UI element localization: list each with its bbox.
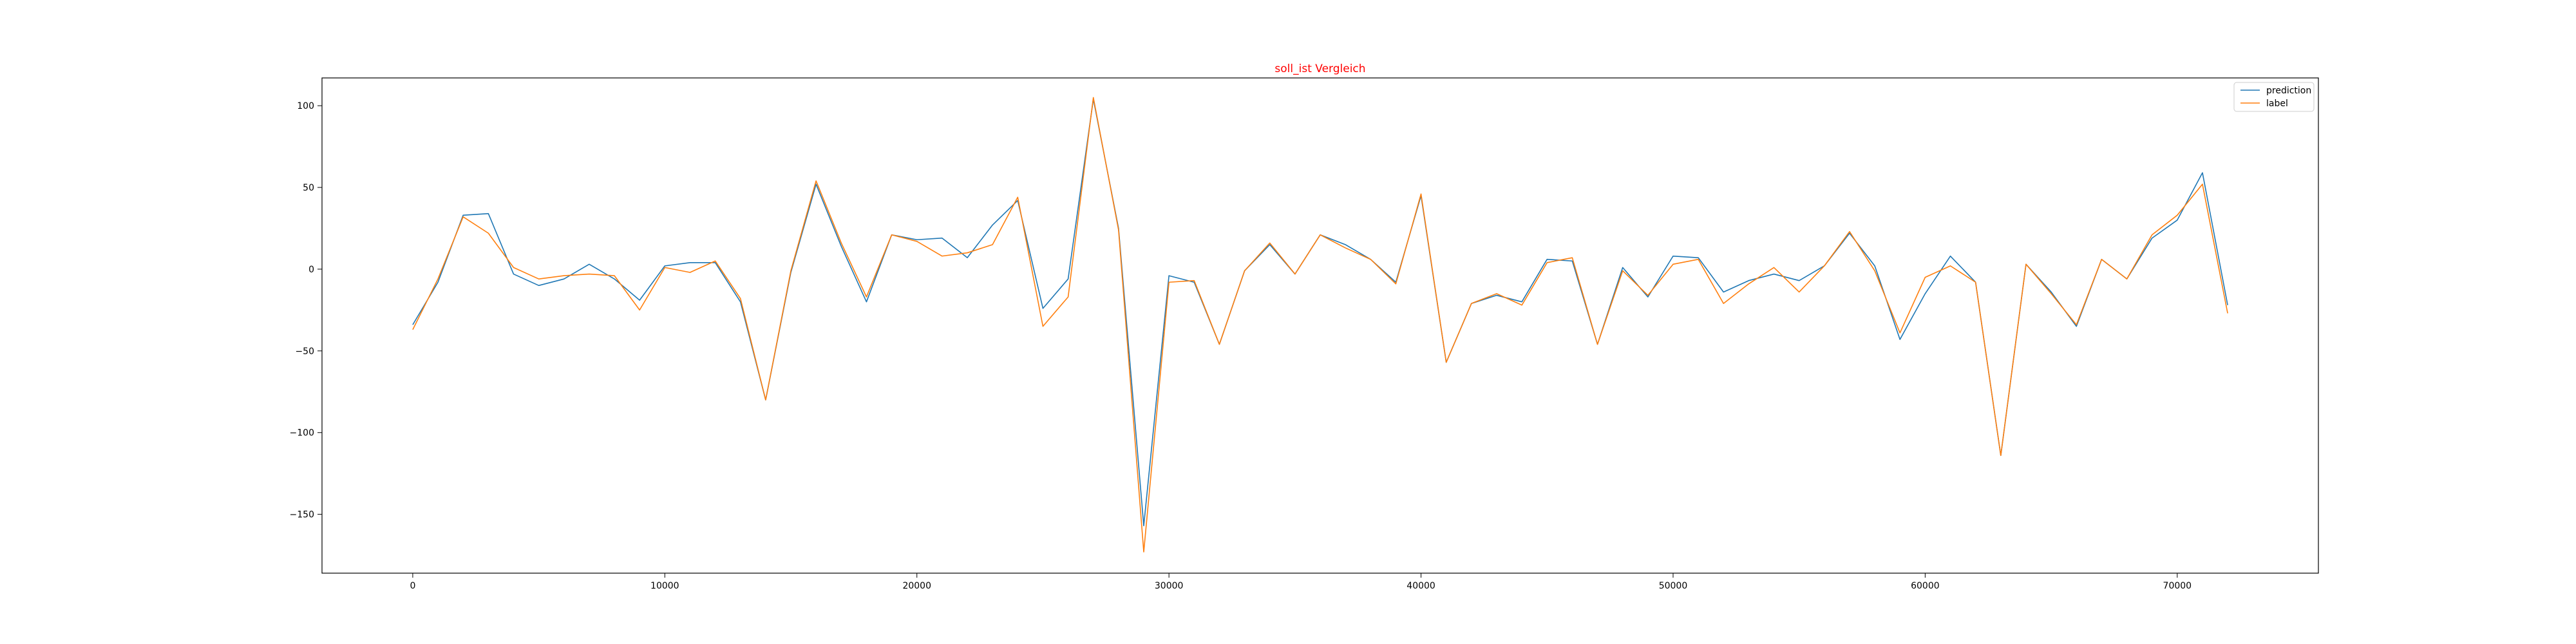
y-tick-label: −50	[295, 346, 314, 357]
x-tick-label: 70000	[2163, 581, 2192, 591]
y-tick-label: 0	[308, 265, 314, 275]
chart-legend: prediction label	[2233, 82, 2315, 112]
y-tick-label: 100	[297, 101, 314, 111]
y-tick-label: 50	[303, 183, 314, 193]
x-tick-label: 50000	[1659, 581, 1688, 591]
x-tick-label: 40000	[1406, 581, 1435, 591]
plot-area: 0 10000 20000 30000 40000 50000 60000 70000 −150…	[290, 77, 2319, 591]
axes-frame	[321, 77, 2319, 574]
y-tick-label: −150	[290, 510, 314, 520]
x-tick-label: 20000	[902, 581, 931, 591]
x-tick-label: 0	[410, 581, 415, 591]
series-line-label	[412, 97, 2228, 553]
x-tick-label: 30000	[1155, 581, 1184, 591]
chart-title: soll_ist Vergleich	[1274, 62, 1365, 75]
x-tick-label: 60000	[1911, 581, 1940, 591]
x-tick-label: 10000	[650, 581, 679, 591]
y-tick-label: −100	[290, 428, 314, 439]
legend-label-prediction: prediction	[2266, 86, 2311, 96]
legend-label-label: label	[2266, 99, 2288, 109]
